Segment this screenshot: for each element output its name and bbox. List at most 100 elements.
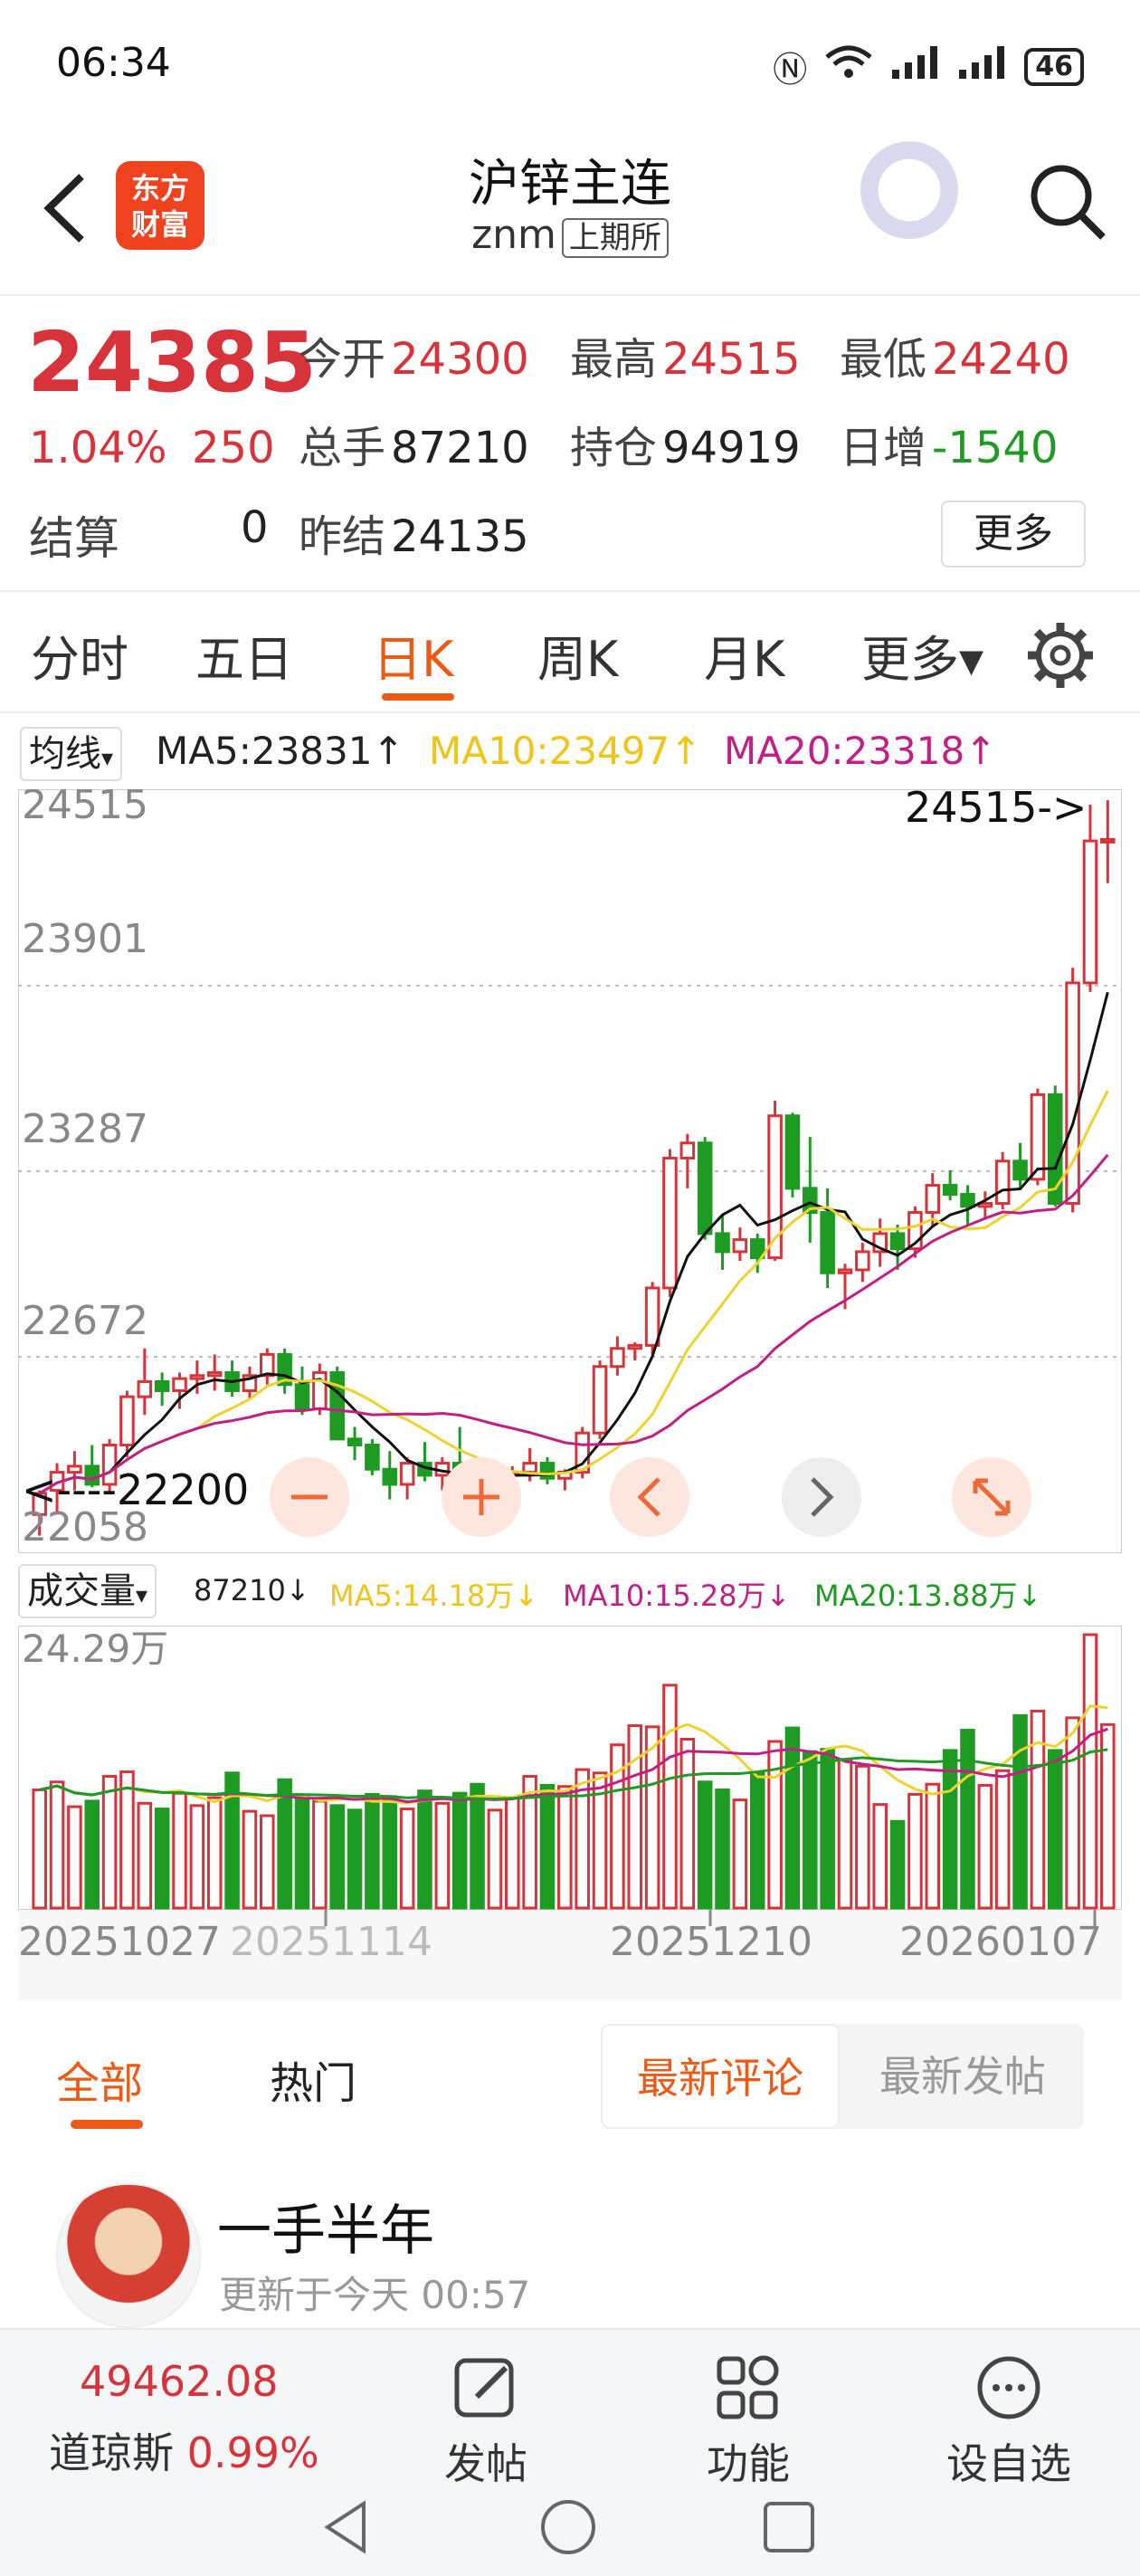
volume-value-legend: 87210↓ bbox=[194, 1573, 310, 1608]
volume-bar bbox=[137, 1801, 153, 1910]
candlestick-chart[interactable]: 24515 23901 23287 22672 22058 24515-> <-… bbox=[18, 789, 1122, 1553]
index-ticker[interactable]: 道琼斯 0.99% bbox=[49, 2420, 319, 2480]
post-item[interactable]: 一手半年 更新于今天 00:57 bbox=[0, 2163, 1140, 2328]
candle bbox=[365, 1438, 380, 1475]
volume-chart[interactable]: 24.29万 bbox=[18, 1626, 1122, 1910]
filter-latest-posts[interactable]: 最新发帖 bbox=[879, 2052, 1046, 2101]
ma-type-dropdown[interactable]: 均线▾ bbox=[20, 727, 123, 781]
oi-label: 持仓 bbox=[570, 423, 658, 473]
candle bbox=[820, 1188, 835, 1288]
gear-icon[interactable] bbox=[1024, 619, 1097, 692]
ma10-legend: MA10:23497↑ bbox=[429, 729, 702, 773]
open-cell: 今开 24300 bbox=[299, 323, 529, 386]
min-price-note: <----22200 bbox=[22, 1465, 249, 1514]
volume-bar bbox=[889, 1819, 906, 1910]
volume-bar bbox=[627, 1724, 643, 1910]
exchange-tag: 上期所 bbox=[561, 218, 669, 258]
candle bbox=[960, 1185, 975, 1225]
volume-bar bbox=[907, 1792, 923, 1910]
scroll-left-button[interactable] bbox=[610, 1457, 689, 1537]
more-quote-button[interactable]: 更多 bbox=[941, 501, 1086, 568]
tab-daily-k[interactable]: 日K bbox=[373, 631, 454, 688]
volume-bar bbox=[49, 1780, 65, 1910]
grid-icon bbox=[717, 2355, 779, 2419]
post-timestamp: 更新于今天 00:57 bbox=[219, 2273, 531, 2317]
volume-bar bbox=[417, 1789, 432, 1910]
volume-bar bbox=[1082, 1633, 1098, 1910]
daily-inc-label: 日增 bbox=[840, 423, 927, 473]
ma-type-label: 均线 bbox=[29, 733, 101, 775]
index-name: 道琼斯 bbox=[49, 2428, 174, 2477]
volume-bar bbox=[294, 1794, 310, 1910]
change-amount: 250 bbox=[192, 423, 275, 473]
filter-latest-comments[interactable]: 最新评论 bbox=[601, 2024, 840, 2129]
volume-bar bbox=[732, 1798, 748, 1910]
x-label-2: 20251114 bbox=[230, 1919, 432, 1965]
tab-weekly-k[interactable]: 周K bbox=[537, 631, 619, 688]
oi-value: 94919 bbox=[662, 423, 801, 473]
low-label: 最低 bbox=[840, 334, 927, 385]
tab-five-day[interactable]: 五日 bbox=[195, 631, 293, 688]
candle bbox=[942, 1169, 958, 1201]
vol-ma10-legend: MA10:15.28万↓ bbox=[563, 1579, 791, 1613]
volume-bar bbox=[1012, 1713, 1028, 1910]
search-icon[interactable] bbox=[1027, 161, 1108, 243]
candle bbox=[994, 1151, 1011, 1210]
tab-monthly-k[interactable]: 月K bbox=[704, 631, 785, 688]
zoom-out-button[interactable] bbox=[270, 1457, 349, 1537]
volume-bar bbox=[101, 1775, 118, 1910]
candle bbox=[644, 1282, 660, 1355]
candle bbox=[679, 1133, 696, 1188]
more-dots-icon bbox=[977, 2356, 1040, 2419]
app-logo[interactable]: 东方 财富 bbox=[116, 161, 204, 250]
volume-bar bbox=[329, 1804, 345, 1910]
volume-bar bbox=[451, 1791, 468, 1910]
volume-bar bbox=[803, 1750, 818, 1910]
candle bbox=[154, 1372, 170, 1407]
nav-recent-icon[interactable] bbox=[760, 2498, 818, 2556]
post-button[interactable]: 发帖 bbox=[409, 2352, 563, 2491]
scroll-right-button[interactable] bbox=[782, 1457, 861, 1537]
candle bbox=[627, 1342, 643, 1361]
candle bbox=[592, 1360, 608, 1439]
tab-intraday[interactable]: 分时 bbox=[31, 631, 128, 688]
zoom-in-button[interactable] bbox=[442, 1457, 521, 1537]
status-bar: 06:34 Ⓝ 46 bbox=[0, 0, 1140, 136]
nav-home-icon[interactable] bbox=[539, 2498, 597, 2556]
candle bbox=[399, 1456, 415, 1500]
tab-hot[interactable]: 热门 bbox=[270, 2058, 357, 2109]
function-button[interactable]: 功能 bbox=[671, 2352, 825, 2491]
volume-bar bbox=[1065, 1716, 1080, 1910]
candle bbox=[189, 1360, 205, 1394]
volume-bar bbox=[522, 1775, 537, 1910]
comment-tabs: 全部 热门 最新评论 最新发帖 bbox=[0, 2004, 1140, 2140]
vol-ma5-legend: MA5:14.18万↓ bbox=[329, 1579, 539, 1613]
volume-bar bbox=[855, 1764, 870, 1910]
volume-bar bbox=[1100, 1722, 1116, 1910]
volume-bar bbox=[382, 1795, 398, 1910]
index-value[interactable]: 49462.08 bbox=[80, 2357, 279, 2406]
volume-bar bbox=[32, 1788, 47, 1910]
ma20-line bbox=[38, 1153, 1109, 1495]
volume-bar bbox=[820, 1748, 835, 1910]
nav-back-icon[interactable] bbox=[318, 2498, 376, 2556]
back-arrow-icon[interactable] bbox=[36, 167, 100, 249]
low-value: 24240 bbox=[932, 334, 1070, 385]
tab-all[interactable]: 全部 bbox=[56, 2058, 144, 2109]
volume-label: 总手 bbox=[299, 423, 386, 473]
edit-icon bbox=[454, 2358, 514, 2418]
battery-icon: 46 bbox=[1024, 47, 1084, 86]
robot-assistant-icon[interactable] bbox=[855, 141, 964, 250]
oi-cell: 持仓 94919 bbox=[570, 412, 801, 475]
volume-bar bbox=[1030, 1709, 1046, 1910]
indicator-dropdown[interactable]: 成交量▾ bbox=[18, 1564, 157, 1618]
max-price-note: 24515-> bbox=[905, 789, 1087, 832]
nfc-icon: Ⓝ bbox=[773, 50, 808, 90]
tab-more[interactable]: 更多▾ bbox=[861, 631, 984, 688]
candle bbox=[67, 1451, 82, 1491]
fullscreen-button[interactable] bbox=[952, 1457, 1031, 1537]
x-label-3: 20251210 bbox=[610, 1919, 812, 1965]
user-avatar[interactable] bbox=[56, 2183, 201, 2328]
post-username[interactable]: 一手半年 bbox=[217, 2199, 434, 2263]
add-watchlist-button[interactable]: 设自选 bbox=[932, 2352, 1086, 2491]
